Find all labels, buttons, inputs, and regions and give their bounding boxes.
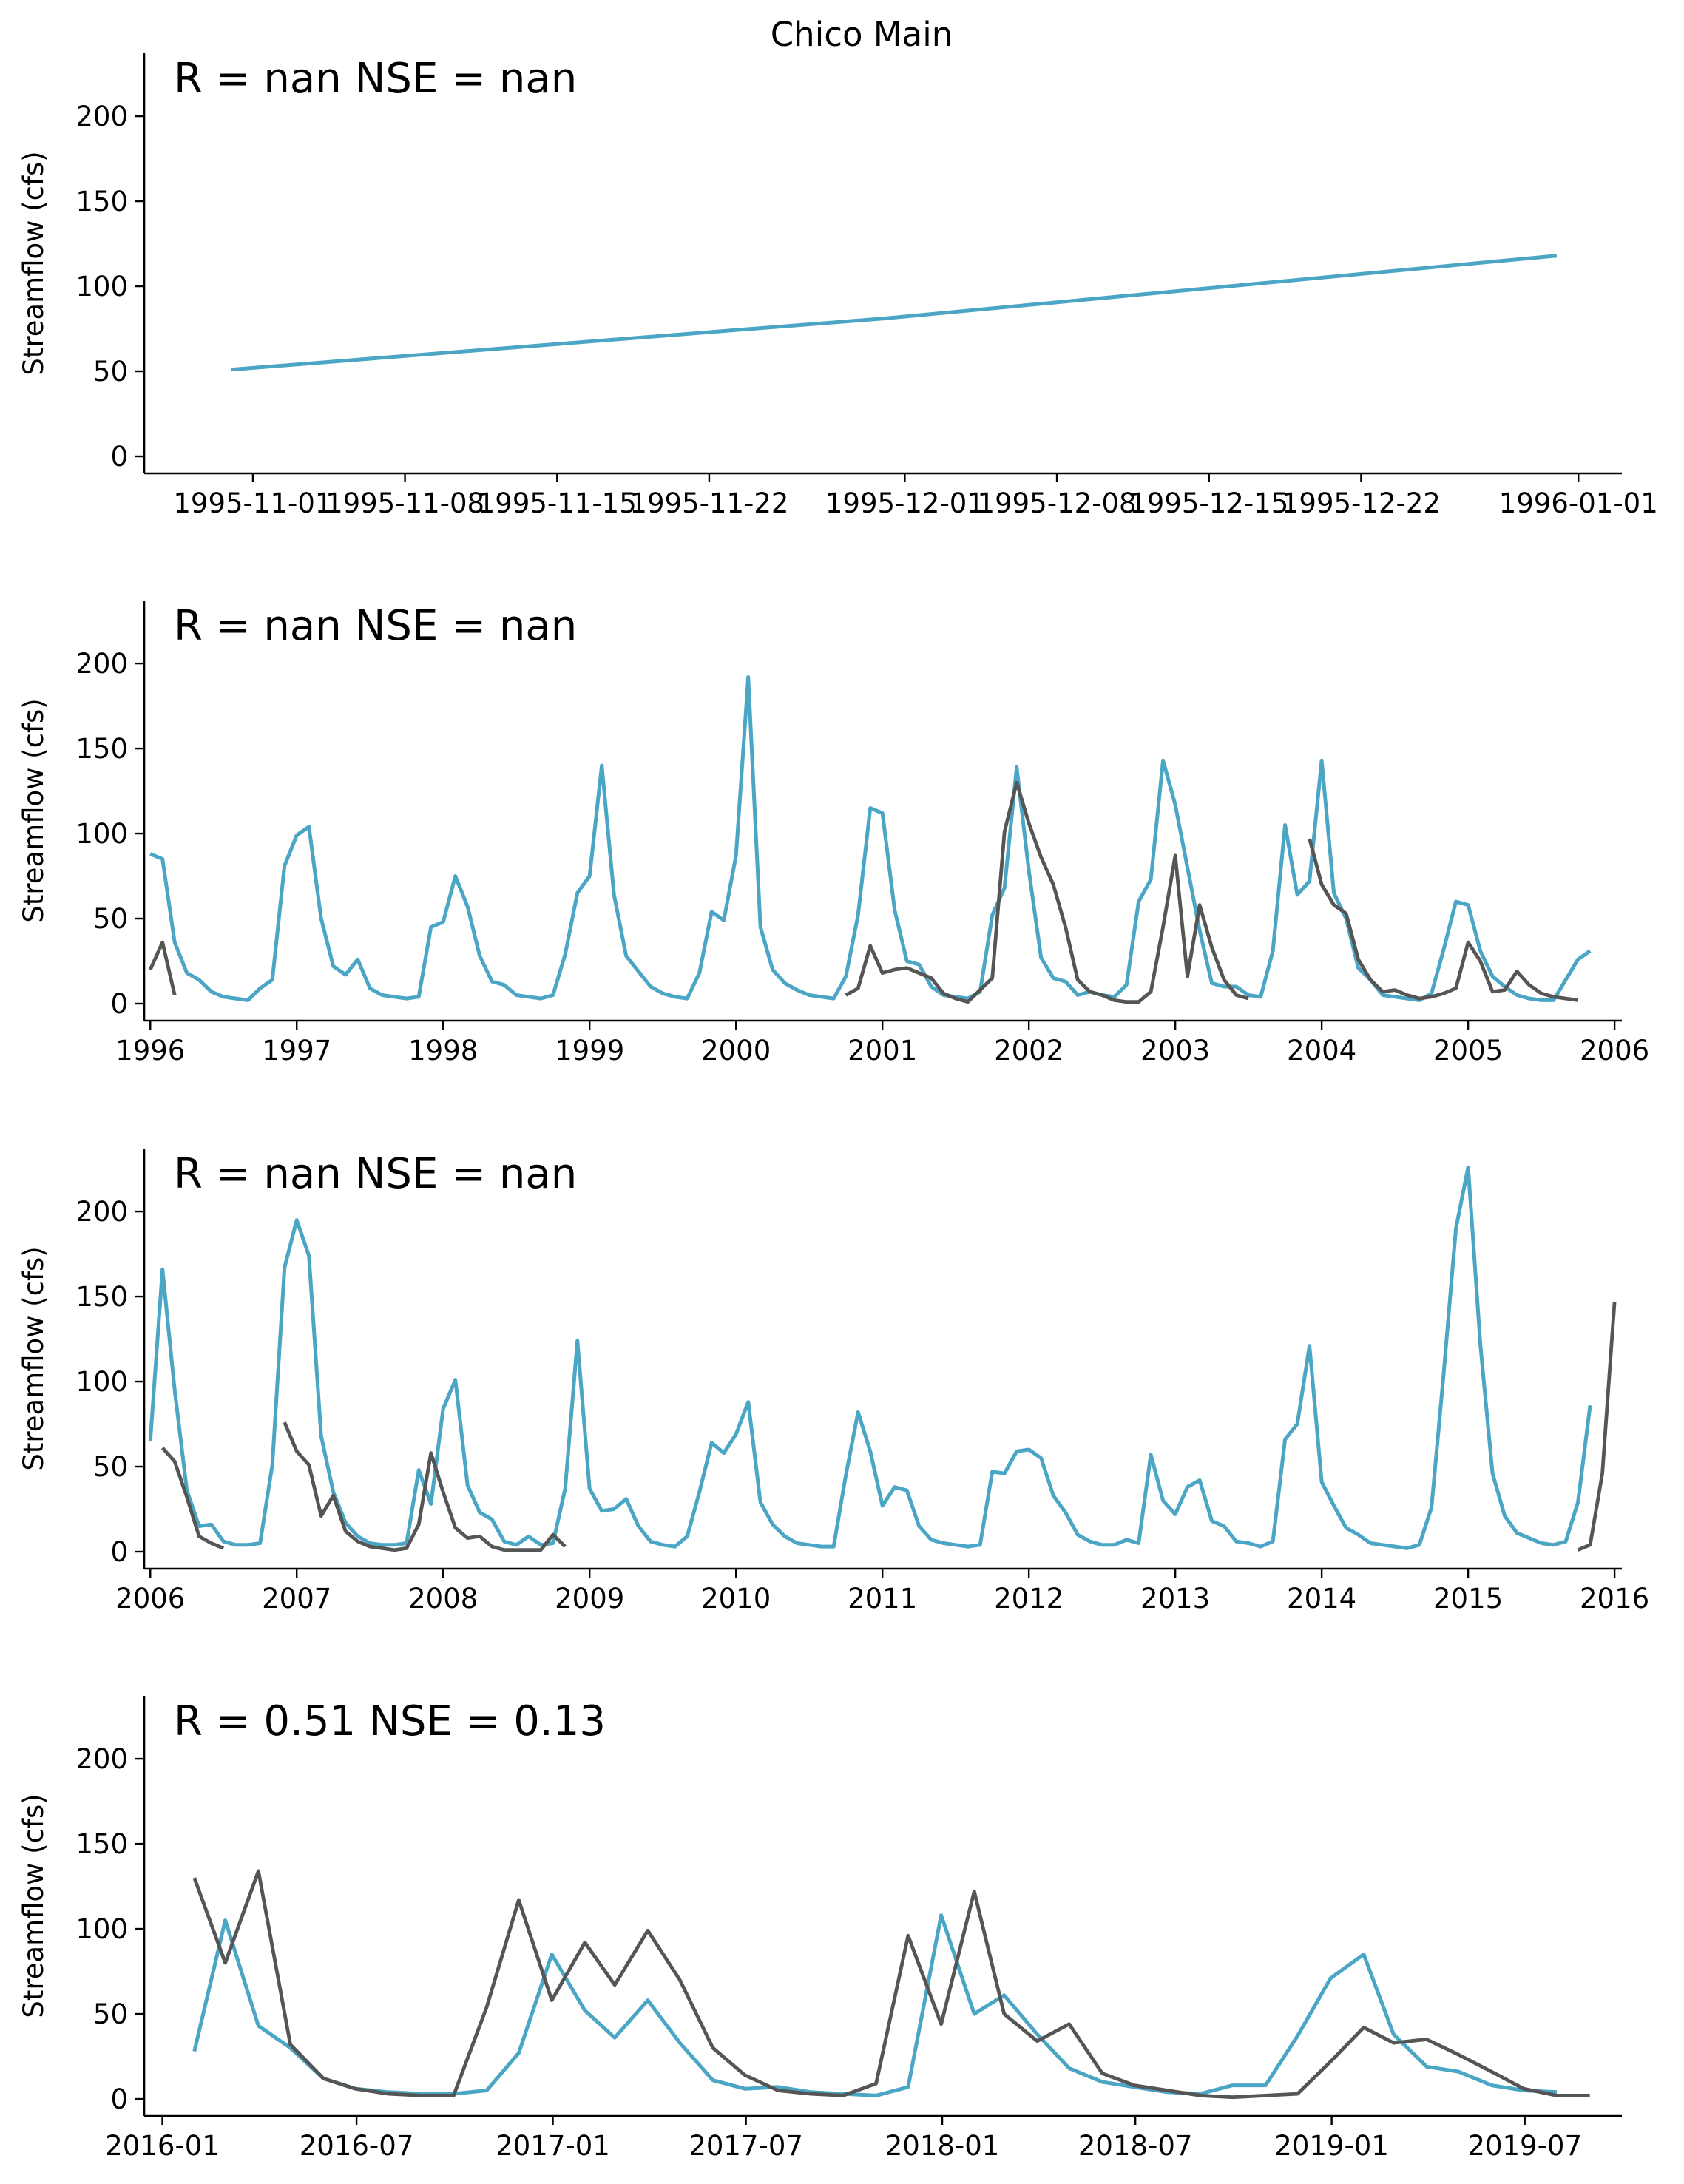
stats-annotation: R = nan NSE = nan	[174, 1150, 577, 1198]
x-tick-label: 2011	[848, 1583, 917, 1615]
y-tick-label: 50	[93, 1998, 128, 2030]
observed-series-line	[192, 1869, 1590, 2100]
x-tick-label: 2016-07	[300, 2130, 414, 2162]
y-tick-label: 150	[75, 1281, 128, 1313]
x-tick-label: 1996-01-01	[1499, 487, 1658, 519]
stats-annotation: R = nan NSE = nan	[174, 602, 577, 650]
y-axis-label: Streamflow (cfs)	[18, 698, 50, 922]
y-axis-label: Streamflow (cfs)	[18, 1246, 50, 1470]
observed-series-line	[283, 1421, 567, 1552]
x-tick-label: 1995-11-22	[629, 487, 788, 519]
panels: 0501001502001995-11-011995-11-081995-11-…	[18, 53, 1658, 2162]
x-tick-label: 2005	[1433, 1035, 1503, 1066]
panel-1: 0501001502001995-11-011995-11-081995-11-…	[18, 53, 1658, 519]
simulated-series-line	[148, 1165, 1592, 1550]
y-tick-label: 150	[75, 733, 128, 765]
observed-series-line	[1308, 838, 1578, 1002]
y-tick-label: 0	[110, 2083, 128, 2115]
x-tick-label: 2018-07	[1078, 2130, 1193, 2162]
x-tick-label: 2003	[1140, 1035, 1210, 1066]
y-tick-label: 0	[110, 988, 128, 1020]
figure-title: Chico Main	[771, 15, 953, 54]
y-tick-label: 200	[75, 1743, 128, 1775]
x-tick-label: 1995-12-01	[825, 487, 984, 519]
x-tick-label: 2010	[701, 1583, 771, 1615]
observed-series-line	[160, 1447, 225, 1550]
observed-series-line	[1577, 1301, 1617, 1552]
x-tick-label: 1998	[408, 1035, 478, 1066]
y-tick-label: 150	[75, 186, 128, 217]
panel-3: 0 50 100 150 200 2006 2007 2008 2009 2010 2011 2012…	[18, 1149, 1649, 1615]
x-tick-label: 2012	[994, 1583, 1064, 1615]
observed-series-line	[149, 940, 177, 996]
x-tick-label: 2016-01	[105, 2130, 220, 2162]
x-tick-label: 2004	[1287, 1035, 1356, 1066]
x-tick-label: 2006	[1580, 1035, 1649, 1066]
x-tick-label: 2002	[994, 1035, 1064, 1066]
x-tick-label: 2006	[115, 1583, 185, 1615]
x-tick-label: 2015	[1433, 1583, 1503, 1615]
y-tick-label: 200	[75, 101, 128, 132]
panel-4: 0 50 100 150 200 2016-01 2016-07 2017-01 2017-07…	[18, 1696, 1622, 2162]
x-tick-label: 1995-12-15	[1129, 487, 1288, 519]
x-tick-label: 2016	[1580, 1583, 1649, 1615]
x-tick-label: 2013	[1140, 1583, 1210, 1615]
x-tick-label: 2017-01	[496, 2130, 610, 2162]
y-tick-label: 100	[75, 1366, 128, 1398]
x-tick-label: 2019-07	[1467, 2130, 1582, 2162]
x-tick-label: 1995-11-08	[325, 487, 484, 519]
y-tick-label: 200	[75, 648, 128, 680]
y-tick-label: 200	[75, 1196, 128, 1228]
panel-2: 0 50 100 150 200 1996 1997 1998 1999 2000 2001 2002…	[18, 601, 1649, 1066]
x-tick-label: 2001	[848, 1035, 917, 1066]
y-tick-label: 50	[93, 356, 128, 388]
y-tick-label: 100	[75, 1913, 128, 1945]
x-tick-label: 2018-01	[885, 2130, 1000, 2162]
x-tick-label: 1995-11-15	[478, 487, 637, 519]
x-tick-label: 2019-01	[1274, 2130, 1389, 2162]
y-tick-label: 0	[110, 441, 128, 473]
x-tick-label: 1995-12-08	[978, 487, 1137, 519]
x-tick-label: 2008	[408, 1583, 478, 1615]
y-tick-label: 0	[110, 1536, 128, 1568]
x-tick-label: 2000	[701, 1035, 771, 1066]
y-axis-label: Streamflow (cfs)	[18, 1793, 50, 2018]
observed-series-line	[845, 780, 1249, 1004]
simulated-series-line	[231, 254, 1558, 372]
y-tick-label: 50	[93, 903, 128, 935]
x-tick-label: 1996	[115, 1035, 185, 1066]
y-tick-label: 150	[75, 1828, 128, 1860]
x-tick-label: 1999	[555, 1035, 624, 1066]
x-tick-label: 1997	[262, 1035, 331, 1066]
y-tick-label: 50	[93, 1451, 128, 1483]
simulated-series-line	[192, 1913, 1558, 2097]
x-tick-label: 1995-11-01	[173, 487, 332, 519]
x-tick-label: 1995-12-22	[1282, 487, 1441, 519]
stats-annotation: R = 0.51 NSE = 0.13	[174, 1697, 606, 1745]
x-tick-label: 2007	[262, 1583, 331, 1615]
y-tick-label: 100	[75, 271, 128, 302]
y-axis-label: Streamflow (cfs)	[18, 151, 50, 375]
y-tick-label: 100	[75, 818, 128, 850]
x-tick-label: 2014	[1287, 1583, 1356, 1615]
stats-annotation: R = nan NSE = nan	[174, 55, 577, 103]
x-tick-label: 2009	[555, 1583, 624, 1615]
x-tick-label: 2017-07	[689, 2130, 803, 2162]
